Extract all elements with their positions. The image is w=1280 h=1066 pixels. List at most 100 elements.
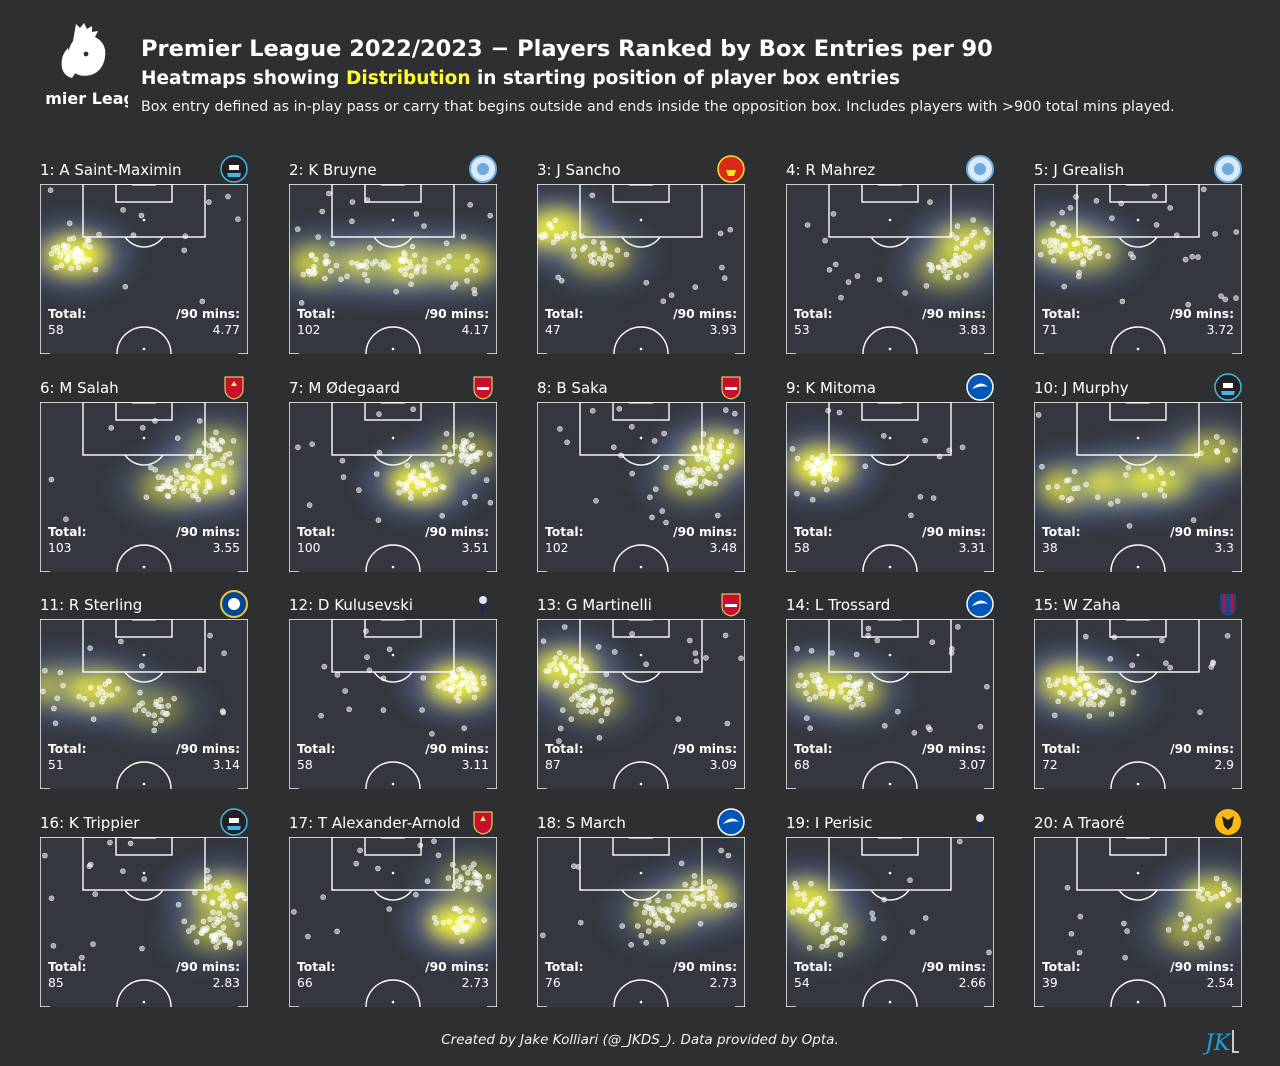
entry-point	[691, 445, 698, 451]
entry-point	[464, 266, 470, 273]
entry-point	[556, 738, 562, 744]
entry-point	[826, 474, 833, 480]
entry-point	[555, 274, 561, 281]
per90-label: /90 mins:	[425, 960, 489, 974]
entry-point	[1091, 692, 1098, 698]
entry-point	[408, 281, 414, 287]
entry-point	[1195, 254, 1201, 260]
total-label: Total:	[297, 307, 336, 321]
entry-point	[593, 498, 599, 504]
entry-point	[550, 239, 557, 246]
entry-point	[845, 279, 852, 285]
man-city-badge-icon	[1214, 155, 1242, 183]
pitch-lines	[289, 619, 497, 789]
entry-point	[139, 700, 145, 706]
entry-point	[1086, 683, 1093, 689]
arsenal-badge-icon	[473, 376, 493, 400]
entry-point	[1050, 221, 1056, 227]
entry-point	[823, 486, 830, 493]
entry-point	[1161, 493, 1168, 499]
entry-point	[87, 645, 93, 652]
entry-point	[1125, 464, 1132, 471]
entry-point	[435, 852, 442, 859]
entry-point	[876, 276, 883, 283]
entry-point	[185, 488, 192, 494]
entry-point	[325, 190, 332, 197]
entry-point	[714, 457, 721, 463]
entry-point	[432, 486, 439, 493]
pitch-lines	[1034, 184, 1242, 354]
per90-label: /90 mins:	[922, 742, 986, 756]
entry-point	[386, 906, 392, 912]
entry-point	[89, 701, 95, 708]
pitch-heatmap	[1034, 402, 1242, 572]
chart-title: Premier League 2022/2023 − Players Ranke…	[141, 36, 993, 62]
entry-point	[1213, 893, 1219, 900]
per90-label: /90 mins:	[425, 525, 489, 539]
entry-point	[349, 199, 356, 205]
entry-point	[718, 438, 725, 445]
newcastle-badge-icon	[220, 808, 248, 836]
player-name: 2: K Bruyne	[289, 161, 377, 179]
entry-point	[810, 480, 817, 486]
entry-point	[842, 694, 849, 701]
entry-point	[1039, 463, 1045, 470]
entry-point	[1083, 251, 1090, 257]
entry-point	[40, 688, 46, 695]
player-panel: 11: R Sterling Total: 51/90 mins: 3.14	[40, 590, 248, 796]
total-value: 100	[297, 541, 321, 555]
entry-point	[1094, 687, 1100, 694]
entry-point	[604, 707, 611, 713]
entry-point	[464, 278, 470, 284]
pitch-lines	[40, 184, 248, 354]
entry-point	[1076, 949, 1083, 956]
entry-point	[1224, 632, 1231, 639]
entry-point	[1080, 258, 1087, 264]
entry-point	[822, 690, 829, 696]
entry-point	[860, 701, 866, 708]
entry-point	[1045, 484, 1052, 491]
entry-point	[95, 691, 101, 697]
entry-point	[961, 251, 968, 257]
entry-point	[464, 253, 471, 260]
pitch-heatmap	[786, 619, 994, 789]
entry-point	[413, 211, 420, 217]
entry-point	[668, 292, 675, 298]
per90-value: 3.11	[461, 758, 489, 772]
entry-point	[641, 909, 648, 916]
player-panel: 10: J Murphy Total: 38/90 mins: 3.3	[1034, 373, 1242, 579]
entry-point	[664, 925, 671, 931]
pitch-lines	[537, 837, 745, 1007]
pitch-heatmap	[40, 184, 248, 354]
entry-point	[690, 892, 696, 898]
entry-point	[717, 450, 723, 456]
entry-point	[638, 932, 645, 939]
per90-label: /90 mins:	[176, 307, 240, 321]
pitch-lines	[786, 184, 994, 354]
entry-point	[206, 199, 212, 205]
entry-point	[308, 252, 315, 259]
entry-point	[73, 250, 79, 256]
player-name: 7: M Ødegaard	[289, 379, 400, 397]
entry-point	[207, 632, 213, 639]
entry-point	[425, 487, 432, 493]
entry-point	[419, 462, 426, 469]
entry-point	[181, 247, 187, 254]
entry-point	[454, 929, 461, 935]
player-panel: 8: B Saka Total: 102/90 mins: 3.48	[537, 376, 745, 579]
newcastle-badge-icon	[220, 155, 248, 183]
player-name: 4: R Mahrez	[786, 161, 876, 179]
entry-point	[865, 625, 872, 632]
entry-point	[1200, 896, 1206, 902]
entry-point	[51, 705, 57, 712]
total-value: 103	[48, 541, 72, 555]
entry-point	[311, 264, 317, 270]
entry-point	[404, 462, 411, 469]
entry-point	[795, 891, 801, 897]
entry-point	[213, 884, 220, 891]
entry-point	[193, 939, 200, 945]
chart-description: Box entry defined as in-play pass or car…	[141, 99, 1175, 115]
entry-point	[373, 471, 380, 477]
per90-label: /90 mins:	[673, 525, 737, 539]
per90-label: /90 mins:	[673, 960, 737, 974]
